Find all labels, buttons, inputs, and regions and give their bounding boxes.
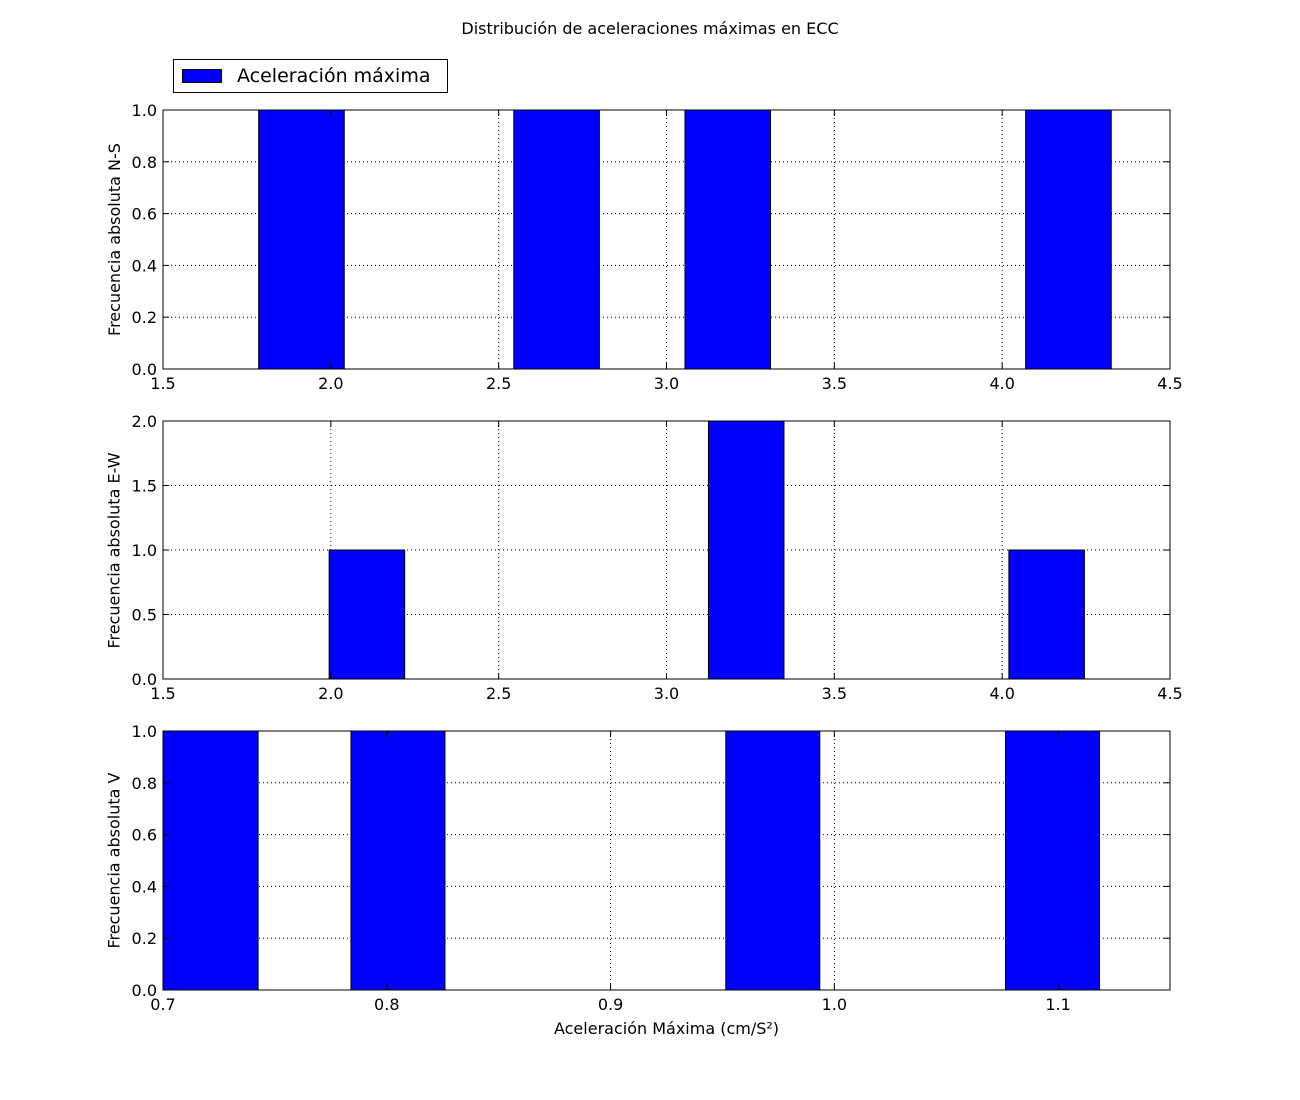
y-tick-label: 1.5 (132, 477, 157, 496)
y-axis-label-ns: Frecuencia absoluta N-S (104, 143, 124, 336)
bar (1025, 109, 1112, 370)
y-tick-label: 1.0 (132, 541, 157, 560)
bar (258, 109, 345, 370)
x-tick-label: 1.0 (822, 995, 847, 1014)
x-tick-label: 3.5 (822, 684, 847, 703)
legend: Aceleración máxima (173, 59, 448, 93)
bar (1005, 730, 1101, 991)
y-tick-label: 0.2 (132, 308, 157, 327)
x-tick-label: 1.5 (150, 684, 175, 703)
x-tick-label: 2.0 (318, 374, 343, 393)
y-tick-label: 1.0 (132, 722, 157, 741)
y-tick-label: 0.0 (132, 670, 157, 689)
x-tick-label: 4.5 (1157, 374, 1182, 393)
x-tick-label: 2.0 (318, 684, 343, 703)
y-tick-label: 1.0 (132, 101, 157, 120)
panel-0: 1.5 2.0 2.5 3.0 3.5 4.0 4.5 0.0 0.2 0.4 0.6 0.8 1.0 (132, 101, 1183, 393)
x-tick-label: 0.8 (374, 995, 399, 1014)
bar (1008, 549, 1085, 680)
y-tick-label: 0.8 (132, 153, 157, 172)
y-tick-label: 0.0 (132, 360, 157, 379)
x-tick-label: 0.9 (598, 995, 623, 1014)
axes-frame (162, 730, 1171, 991)
y-tick-label: 0.2 (132, 929, 157, 948)
bar (684, 109, 772, 370)
x-tick-label: 2.5 (486, 374, 511, 393)
y-tick-label: 0.8 (132, 774, 157, 793)
x-tick-label: 3.0 (654, 374, 679, 393)
y-tick-label: 0.4 (132, 877, 157, 896)
panel-background (163, 731, 1170, 990)
y-tick-label: 2.0 (132, 412, 157, 431)
y-tick-label: 0.6 (132, 826, 157, 845)
y-axis-label-ew: Frecuencia absoluta E-W (104, 451, 124, 649)
bar (350, 730, 446, 991)
x-tick-label: 3.0 (654, 684, 679, 703)
legend-swatch (182, 69, 222, 83)
panel-2: 0.7 0.8 0.9 1.0 1.1 0.0 0.2 0.4 0.6 0.8 1.0 (132, 722, 1171, 1014)
chart-title: Distribución de aceleraciones máximas en… (461, 19, 839, 38)
x-tick-label: 1.1 (1045, 995, 1070, 1014)
y-tick-label: 0.5 (132, 606, 157, 625)
y-tick-label: 0.0 (132, 981, 157, 1000)
bar (328, 549, 406, 680)
x-tick-label: 3.5 (822, 374, 847, 393)
bar (513, 109, 600, 370)
bar (162, 730, 259, 991)
x-tick-label: 2.5 (486, 684, 511, 703)
x-tick-label: 1.5 (150, 374, 175, 393)
legend-label: Aceleración máxima (237, 65, 431, 87)
y-axis-label-v: Frecuencia absoluta V (104, 772, 124, 949)
x-tick-label: 4.0 (989, 374, 1014, 393)
bar (707, 420, 785, 680)
y-tick-label: 0.6 (132, 205, 157, 224)
x-axis-label: Aceleración Máxima (cm/S²) (553, 1019, 780, 1038)
y-tick-label: 0.4 (132, 256, 157, 275)
x-tick-label: 4.5 (1157, 684, 1182, 703)
panel-1: 1.5 2.0 2.5 3.0 3.5 4.0 4.5 0.0 0.5 1.0 1.5 2.0 (132, 412, 1183, 703)
x-tick-label: 0.7 (150, 995, 175, 1014)
bar (725, 730, 821, 991)
x-tick-label: 4.0 (989, 684, 1014, 703)
